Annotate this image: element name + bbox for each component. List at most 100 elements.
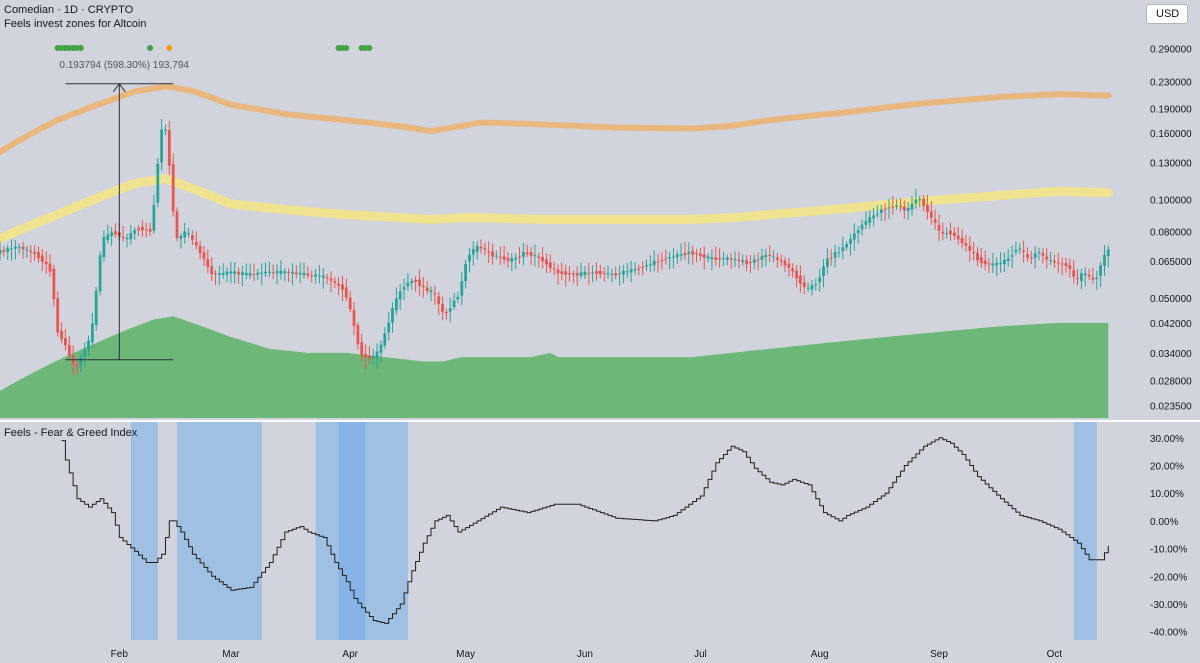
candle-body	[752, 259, 756, 263]
candle-body	[329, 278, 333, 281]
candle-body	[233, 271, 237, 274]
candle-body	[468, 254, 471, 262]
candle-body	[194, 241, 198, 246]
candle-body	[556, 269, 560, 274]
candle-body	[210, 266, 214, 275]
candle-body	[10, 248, 13, 250]
candle-body	[672, 256, 675, 258]
candle-body	[214, 272, 217, 274]
candle-body	[364, 354, 367, 358]
indicator-title[interactable]: Feels invest zones for Altcoin	[4, 18, 147, 30]
candle-body	[402, 287, 406, 290]
candle-body	[275, 271, 279, 274]
candle-body	[1095, 277, 1099, 280]
candle-body	[129, 233, 133, 240]
candle-body	[910, 203, 914, 210]
candle-body	[887, 207, 891, 209]
candle-body	[591, 272, 594, 274]
candle-body	[876, 213, 879, 215]
candle-body	[6, 247, 10, 252]
candle-body	[883, 208, 887, 210]
candle-body	[645, 265, 648, 267]
candle-body	[160, 129, 163, 163]
price-tick-label: 0.023500	[1150, 401, 1192, 412]
candle-body	[279, 270, 283, 274]
candle-body	[787, 263, 791, 268]
candle-body	[926, 204, 929, 213]
candle-body	[302, 272, 306, 276]
candle-body	[387, 322, 391, 333]
candle-body	[525, 252, 529, 255]
candle-body	[537, 256, 541, 258]
price-axis[interactable]: 0.290000 0.230000 0.190000 0.160000 0.130000…	[1150, 44, 1192, 412]
candle-body	[756, 259, 760, 261]
candle-body	[479, 246, 483, 249]
time-axis[interactable]: Feb Mar Apr May Jun Jul Aug Sep Oct	[111, 649, 1063, 660]
candle-body	[760, 255, 764, 260]
candle-body	[83, 349, 87, 357]
candle-body	[17, 246, 21, 248]
index-tick-label: -10.00%	[1150, 545, 1187, 556]
candle-body	[695, 253, 698, 255]
candle-body	[448, 308, 452, 312]
index-tick-label: -30.00%	[1150, 600, 1187, 611]
candle-body	[956, 235, 960, 240]
index-tick-label: 30.00%	[1150, 434, 1184, 445]
candle-body	[91, 323, 94, 343]
candle-body	[252, 274, 256, 275]
candle-body	[953, 232, 956, 236]
candle-body	[868, 216, 872, 223]
candle-body	[899, 206, 902, 208]
candle-body	[802, 282, 806, 287]
signal-dot	[166, 45, 173, 51]
buy-zone-area	[0, 316, 1109, 418]
candle-body	[291, 271, 294, 274]
candle-body	[106, 234, 110, 241]
price-tick-label: 0.190000	[1150, 104, 1192, 115]
candle-body	[579, 272, 583, 276]
candle-body	[795, 270, 798, 279]
candle-body	[902, 206, 906, 211]
candle-body	[668, 257, 671, 259]
candle-body	[0, 250, 2, 254]
candle-body	[271, 272, 275, 274]
candle-body	[475, 245, 479, 252]
currency-button[interactable]: USD	[1146, 4, 1188, 24]
measure-tool[interactable]: 0.193794 (598.30%) 193,794	[59, 60, 189, 361]
candle-body	[348, 297, 352, 310]
candle-body	[945, 233, 949, 235]
candle-body	[914, 199, 918, 204]
price-tick-label: 0.290000	[1150, 44, 1192, 55]
index-axis[interactable]: 30.00% 20.00% 10.00% 0.00% -10.00% -20.00% -30…	[1150, 434, 1187, 639]
price-tick-label: 0.028000	[1150, 377, 1192, 388]
candle-body	[164, 129, 167, 131]
candle-body	[768, 255, 772, 256]
candle-body	[799, 275, 802, 284]
candle-body	[779, 260, 783, 262]
candle-body	[21, 246, 25, 250]
candle-body	[410, 281, 414, 283]
candle-body	[733, 258, 737, 261]
candle-body	[852, 233, 856, 240]
candle-body	[683, 252, 687, 256]
candle-body	[1041, 253, 1045, 256]
candle-body	[699, 253, 702, 257]
candle-body	[110, 232, 113, 237]
candle-body	[529, 252, 533, 256]
time-tick-label: Oct	[1047, 649, 1063, 660]
measure-arrowhead[interactable]	[112, 82, 126, 93]
candle-body	[287, 271, 290, 273]
candle-body	[218, 273, 221, 275]
candle-body	[237, 271, 240, 275]
price-tick-label: 0.034000	[1150, 349, 1192, 360]
candle-body	[718, 257, 721, 260]
candle-body	[48, 263, 52, 272]
symbol-title[interactable]: Comedian · 1D · CRYPTO	[4, 4, 134, 16]
candle-body	[622, 270, 625, 275]
candle-body	[941, 231, 945, 234]
candle-body	[1076, 278, 1079, 279]
candle-body	[283, 271, 287, 274]
candle-body	[341, 284, 344, 290]
candle-body	[918, 199, 922, 201]
